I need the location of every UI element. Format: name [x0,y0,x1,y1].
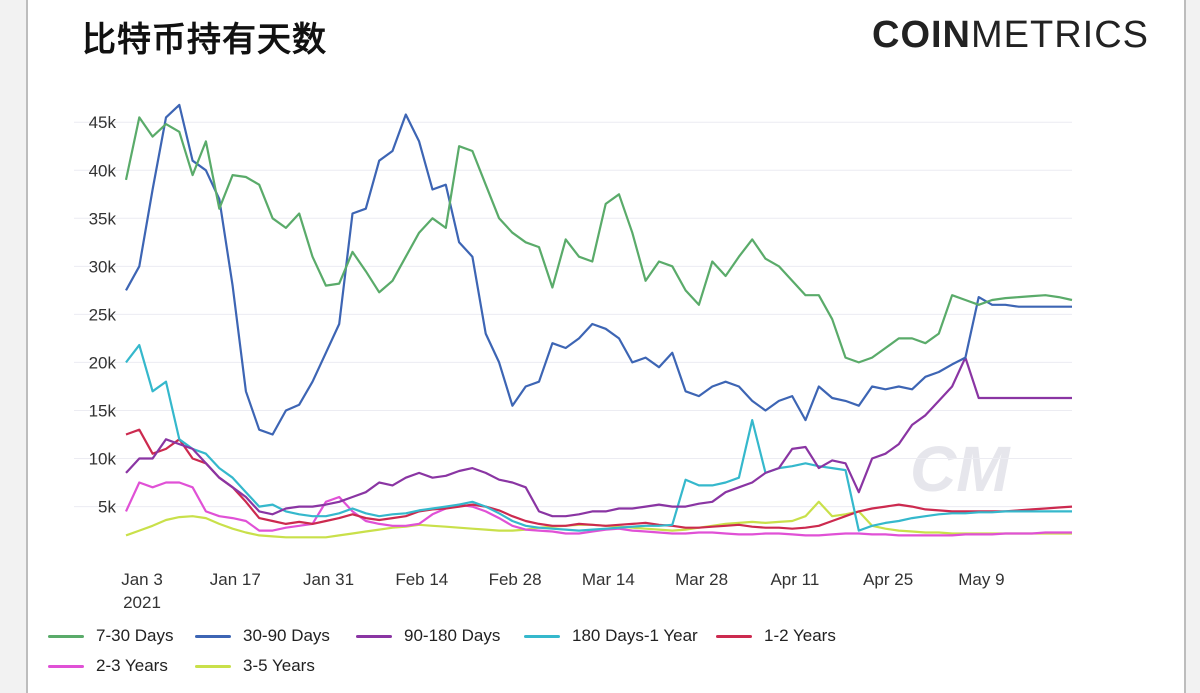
legend-swatch [195,664,231,668]
x-tick-label: Jan 3 [121,570,163,589]
legend-item[interactable]: 180 Days-1 Year [524,625,698,647]
right-frame-border [1184,0,1200,693]
legend-item[interactable]: 30-90 Days [195,625,330,647]
y-tick-label: 35k [89,209,117,228]
y-tick-label: 15k [89,401,117,420]
legend-label: 7-30 Days [96,626,174,645]
series-line-30-90-days [125,103,1072,436]
x-tick-label: Jan 17 [210,570,261,589]
watermark-logo: CM [910,433,1010,505]
y-tick-label: 30k [89,257,117,276]
x-tick-label: Mar 14 [582,570,635,589]
x-tick-label: Jan 31 [303,570,354,589]
x-tick-label: May 9 [958,570,1004,589]
series-lines [124,103,1073,539]
legend-item[interactable]: 3-5 Years [195,655,315,677]
legend-swatch [48,664,84,668]
legend-label: 30-90 Days [243,626,330,645]
y-tick-label: 10k [89,450,117,469]
legend-item[interactable]: 7-30 Days [48,625,173,647]
legend-label: 2-3 Years [96,656,168,675]
chart-grid [74,121,1072,508]
x-tick-year-label: 2021 [123,593,161,612]
series-line-7-30-days [124,116,1073,364]
legend-swatch [716,634,752,638]
x-tick-label: Mar 28 [675,570,728,589]
legend-label: 1-2 Years [764,626,836,645]
series-line-180-days-1-year [125,344,1072,532]
x-tick-label: Feb 14 [395,570,448,589]
x-tick-label: Apr 25 [863,570,913,589]
series-line-90-180-days [125,356,1072,518]
left-frame-border [0,0,28,693]
series-line-2-3-years [125,481,1072,537]
y-tick-label: 20k [89,353,117,372]
legend-item[interactable]: 2-3 Years [48,655,168,677]
y-tick-label: 40k [89,161,117,180]
y-tick-label: 45k [89,113,117,132]
y-tick-label: 5k [98,498,116,517]
legend-swatch [524,634,560,638]
brand-logo: COINMETRICS [872,14,1149,57]
legend-item[interactable]: 90-180 Days [356,625,500,647]
legend-swatch [356,634,392,638]
legend-swatch [48,634,84,638]
brand-logo-bold-part: COIN [872,14,971,56]
legend-label: 180 Days-1 Year [572,626,698,645]
series-line-1-2-years [125,428,1073,530]
y-tick-label: 25k [89,305,117,324]
legend-label: 3-5 Years [243,656,315,675]
brand-logo-light-part: METRICS [971,14,1149,56]
legend-swatch [195,634,231,638]
y-axis: 5k 10k 15k 20k 25k 30k 35k 40k 45k [89,113,117,516]
x-tick-label: Feb 28 [489,570,542,589]
legend-item[interactable]: 1-2 Years [716,625,836,647]
x-axis: Jan 3 Jan 17 Jan 31 Feb 14 Feb 28 Mar 14 Mar 2… [121,570,1004,612]
legend-label: 90-180 Days [404,626,501,645]
x-tick-label: Apr 11 [770,570,819,589]
page-title: 比特币持有天数 [82,20,327,60]
